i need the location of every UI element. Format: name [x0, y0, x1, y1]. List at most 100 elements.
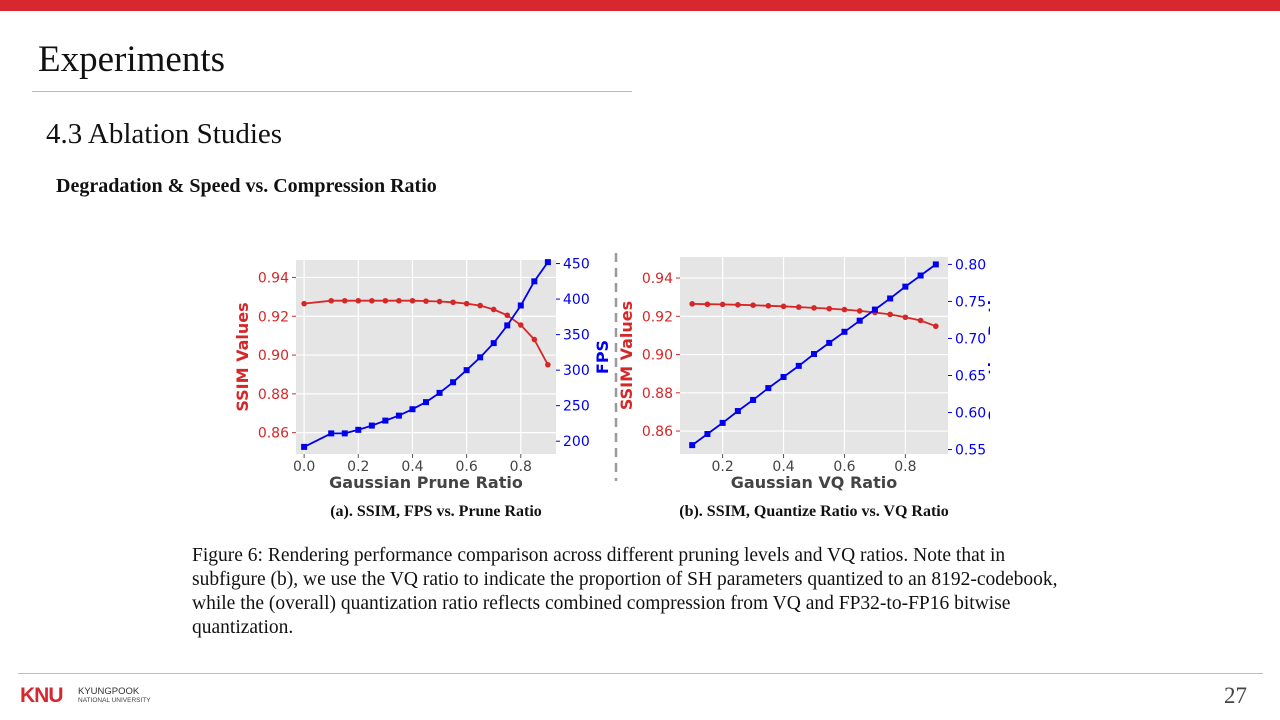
chart-a-ssim-point	[301, 300, 307, 307]
chart-b-secondary-point	[856, 317, 863, 324]
chart-b-left-tick-label: 0.90	[642, 348, 673, 364]
slide-title: Experiments	[38, 39, 226, 80]
chart-a-secondary-point	[382, 417, 389, 424]
chart-b-secondary-point	[917, 272, 924, 279]
chart-b-secondary-point	[902, 283, 909, 290]
chart-a-secondary-point	[395, 412, 402, 419]
chart-b-secondary-point	[765, 385, 772, 392]
chart-b-ssim-point	[719, 301, 726, 308]
chart-a-ssim-point	[355, 297, 362, 304]
chart-b-left-tick-label: 0.88	[642, 386, 673, 402]
chart-b-subcaption: (b). SSIM, Quantize Ratio vs. VQ Ratio	[679, 503, 949, 520]
chart-a-ssim-point	[328, 297, 335, 304]
chart-a-ssim-point	[423, 298, 429, 304]
chart-a-secondary-point	[355, 426, 362, 433]
chart-b-right-tick-label: 0.70	[955, 331, 986, 347]
chart-a-right-tick-label: 400	[563, 292, 590, 308]
chart-a-ssim-point	[382, 297, 389, 304]
chart-b-x-tick-label: 0.2	[712, 459, 734, 475]
chart-a-secondary-point	[368, 422, 375, 429]
chart-a-left-tick-label: 0.94	[258, 270, 289, 286]
chart-b-secondary-point	[780, 373, 787, 380]
logo-line-2: NATIONAL UNIVERSITY	[78, 697, 151, 704]
chart-a-right-tick-label: 250	[563, 399, 590, 415]
title-divider	[32, 91, 632, 92]
slide-subtitle: 4.3 Ablation Studies	[46, 118, 283, 150]
chart-a-ssim-point	[490, 306, 497, 313]
chart-b-right-tick-label: 0.60	[955, 406, 986, 422]
chart-b-secondary-point	[734, 408, 741, 415]
chart-b-right-tick-label: 0.55	[955, 443, 986, 459]
logo-line-1: KYUNGPOOK	[78, 686, 140, 697]
chart-a-left-tick-label: 0.88	[258, 387, 289, 403]
chart-b-x-tick-label: 0.4	[772, 459, 794, 475]
chart-a-secondary-point	[504, 322, 511, 329]
chart-b-left-tick-label: 0.86	[642, 424, 673, 440]
chart-a-secondary-point	[450, 379, 457, 386]
chart-b-ssim-point	[704, 301, 711, 308]
chart-a-ssim-point	[545, 361, 551, 368]
chart-a-secondary-point	[409, 406, 416, 413]
chart-a-ssim-point	[341, 297, 348, 304]
chart-a-ssim-point	[504, 312, 511, 319]
chart-b-left-tick-label: 0.92	[642, 309, 673, 325]
chart-a-ssim-point	[436, 298, 443, 305]
chart-b-secondary-point	[689, 442, 696, 449]
chart-a-x-tick-label: 0.6	[455, 459, 477, 475]
figure-caption: Figure 6: Rendering performance comparis…	[192, 545, 1058, 638]
figure-6: 0.0 0.2 0.4 0.6 0.8 0.86 0.88 0.90 0.92 0.94 200 25…	[233, 253, 990, 520]
chart-a-secondary-point	[544, 259, 551, 266]
chart-b-secondary-point	[811, 351, 817, 358]
logo-mark: KNU	[20, 684, 63, 707]
chart-a-secondary-point	[328, 430, 335, 437]
chart-a-ssim-point	[531, 336, 538, 343]
chart-b-secondary-point	[704, 431, 711, 438]
footer-divider	[18, 673, 1263, 674]
university-logo: KNU KYUNGPOOK NATIONAL UNIVERSITY	[20, 684, 151, 708]
chart-b-left-tick-label: 0.94	[642, 271, 673, 287]
section-heading: Degradation & Speed vs. Compression Rati…	[56, 175, 437, 197]
top-accent-bar	[0, 0, 1280, 11]
chart-b-ssim-point	[765, 302, 772, 309]
chart-a-secondary-point	[517, 302, 524, 309]
chart-a-plot-area	[296, 260, 556, 454]
chart-a-secondary-point	[477, 354, 484, 361]
chart-a-ssim-point	[463, 300, 470, 307]
chart-b-right-axis-label: Quantize Ratio	[985, 289, 990, 422]
chart-a-secondary-point	[423, 399, 429, 406]
chart-b-x-axis-label: Gaussian VQ Ratio	[731, 473, 897, 492]
chart-b-ssim-point	[811, 305, 817, 311]
chart-a-x-tick-label: 0.2	[347, 459, 369, 475]
chart-a-secondary-point	[463, 367, 470, 374]
chart-a-ssim-point	[369, 297, 375, 304]
chart-b-secondary-point	[871, 306, 878, 313]
chart-a-x-tick-label: 0.4	[401, 459, 423, 475]
chart-a-right-tick-label: 450	[563, 257, 590, 273]
chart-b-x-tick-label: 0.6	[833, 459, 855, 475]
chart-b-secondary-point	[719, 419, 726, 426]
page-number: 27	[1224, 683, 1247, 708]
chart-b-secondary-point	[932, 261, 939, 268]
chart-a-secondary-point	[341, 430, 348, 437]
chart-b-secondary-point	[750, 396, 757, 403]
chart-b-ssim-point	[735, 302, 741, 308]
chart-b-ssim-point	[933, 323, 939, 330]
chart-b-right-tick-label: 0.75	[955, 294, 986, 310]
chart-b-ssim-point	[902, 314, 909, 321]
chart-b-ssim-point	[780, 303, 787, 310]
chart-a-subcaption: (a). SSIM, FPS vs. Prune Ratio	[330, 503, 542, 520]
chart-b-ssim-point	[750, 302, 756, 308]
chart-a-left-axis-label: SSIM Values	[233, 302, 252, 411]
chart-a-secondary-point	[301, 443, 308, 450]
chart-a-ssim-point	[409, 297, 416, 304]
chart-b-ssim-point	[826, 305, 833, 312]
chart-b-secondary-point	[841, 328, 848, 335]
chart-b-ssim-point	[887, 311, 893, 318]
chart-a-ssim-point	[477, 302, 483, 309]
chart-b-left-axis-label: SSIM Values	[617, 301, 636, 410]
chart-a-left-tick-label: 0.86	[258, 426, 289, 442]
chart-a-left-tick-label: 0.92	[258, 309, 289, 325]
chart-a-right-axis-label: FPS	[593, 340, 612, 374]
chart-b-x-tick-label: 0.8	[894, 459, 916, 475]
chart-a-right-tick-label: 300	[563, 363, 590, 379]
